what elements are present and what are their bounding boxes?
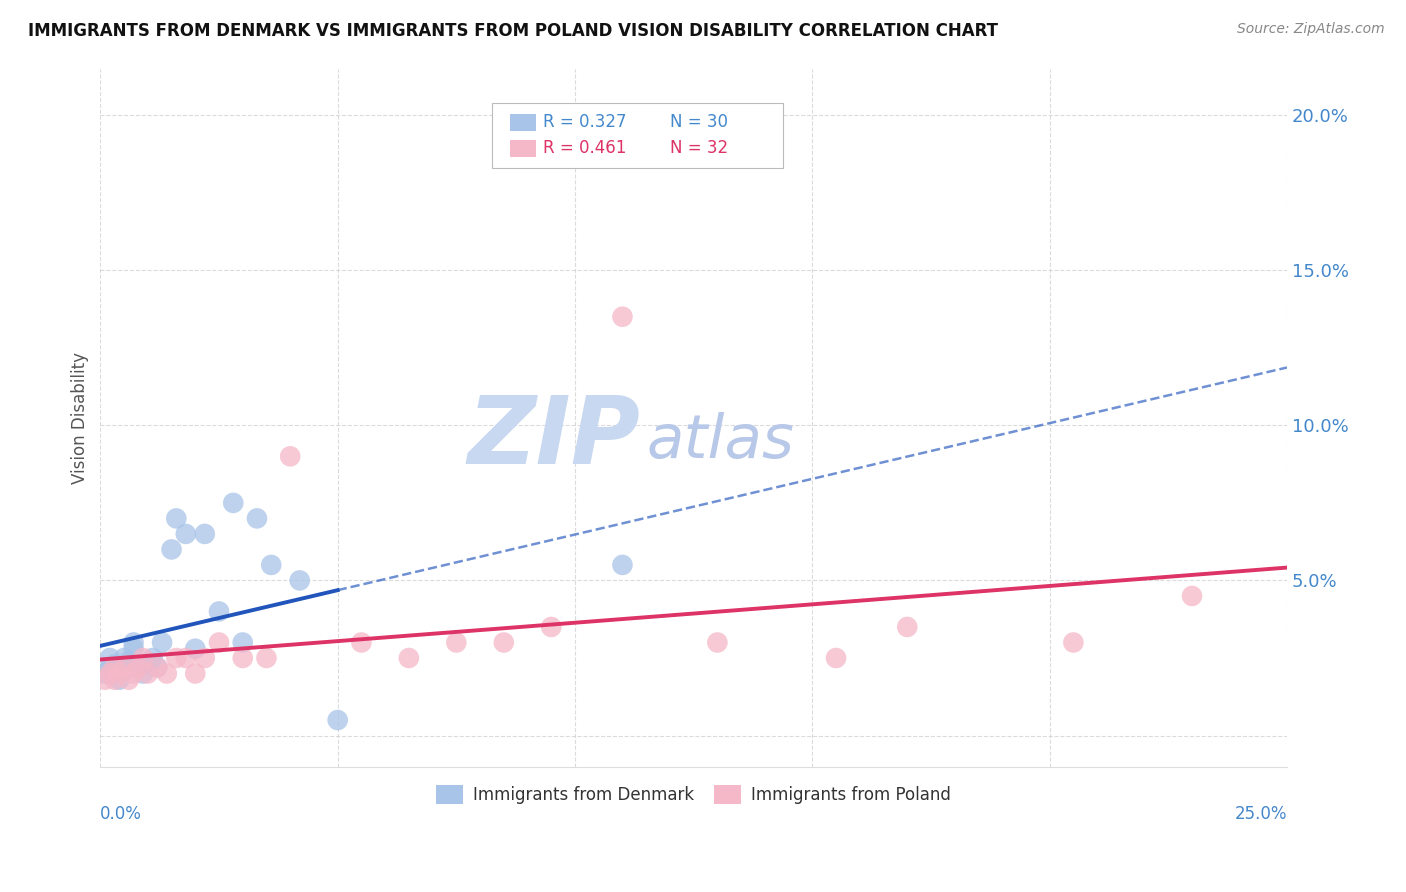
- Point: [256, 651, 278, 665]
- Point: [108, 673, 131, 687]
- Text: N = 30: N = 30: [669, 113, 728, 131]
- Point: [122, 666, 145, 681]
- Point: [260, 558, 283, 572]
- Point: [246, 511, 269, 525]
- Text: R = 0.327: R = 0.327: [543, 113, 627, 131]
- Point: [104, 657, 127, 672]
- FancyBboxPatch shape: [510, 114, 536, 131]
- Point: [104, 660, 127, 674]
- Point: [896, 620, 918, 634]
- Point: [146, 660, 169, 674]
- Point: [104, 673, 127, 687]
- FancyBboxPatch shape: [510, 140, 536, 157]
- Point: [112, 651, 135, 665]
- Point: [108, 666, 131, 681]
- Point: [825, 651, 848, 665]
- Point: [398, 651, 420, 665]
- Point: [1062, 635, 1084, 649]
- Point: [326, 713, 349, 727]
- Point: [165, 651, 187, 665]
- Text: 25.0%: 25.0%: [1234, 805, 1286, 823]
- Point: [98, 651, 121, 665]
- Text: R = 0.461: R = 0.461: [543, 139, 626, 157]
- Point: [118, 673, 141, 687]
- Point: [122, 635, 145, 649]
- Point: [706, 635, 728, 649]
- Point: [208, 604, 231, 618]
- Text: ZIP: ZIP: [467, 392, 640, 484]
- Point: [184, 666, 207, 681]
- Point: [160, 542, 183, 557]
- Point: [118, 654, 141, 668]
- Point: [288, 574, 311, 588]
- Point: [112, 664, 135, 678]
- Text: Source: ZipAtlas.com: Source: ZipAtlas.com: [1237, 22, 1385, 37]
- Point: [446, 635, 468, 649]
- Point: [174, 651, 197, 665]
- Y-axis label: Vision Disability: Vision Disability: [72, 351, 89, 483]
- FancyBboxPatch shape: [492, 103, 783, 168]
- Point: [94, 673, 117, 687]
- Point: [222, 496, 245, 510]
- Point: [112, 660, 135, 674]
- Point: [98, 660, 121, 674]
- Point: [540, 620, 562, 634]
- Point: [127, 660, 149, 674]
- Point: [184, 641, 207, 656]
- Point: [150, 635, 173, 649]
- Text: IMMIGRANTS FROM DENMARK VS IMMIGRANTS FROM POLAND VISION DISABILITY CORRELATION : IMMIGRANTS FROM DENMARK VS IMMIGRANTS FR…: [28, 22, 998, 40]
- Point: [122, 641, 145, 656]
- Point: [612, 558, 634, 572]
- Text: 0.0%: 0.0%: [100, 805, 142, 823]
- Point: [492, 635, 515, 649]
- Point: [98, 666, 121, 681]
- Point: [232, 635, 254, 649]
- Text: N = 32: N = 32: [669, 139, 728, 157]
- Point: [136, 657, 159, 672]
- Point: [194, 651, 217, 665]
- Point: [94, 666, 117, 681]
- Point: [132, 666, 155, 681]
- Point: [132, 651, 155, 665]
- Point: [142, 651, 165, 665]
- Point: [194, 527, 217, 541]
- Text: atlas: atlas: [647, 412, 794, 472]
- Point: [232, 651, 254, 665]
- Legend: Immigrants from Denmark, Immigrants from Poland: Immigrants from Denmark, Immigrants from…: [430, 778, 957, 811]
- Point: [136, 666, 159, 681]
- Point: [612, 310, 634, 324]
- Point: [174, 527, 197, 541]
- Point: [1181, 589, 1204, 603]
- Point: [146, 660, 169, 674]
- Point: [208, 635, 231, 649]
- Point: [278, 450, 301, 464]
- Point: [104, 666, 127, 681]
- Point: [350, 635, 373, 649]
- Point: [127, 660, 149, 674]
- Point: [156, 666, 179, 681]
- Point: [165, 511, 187, 525]
